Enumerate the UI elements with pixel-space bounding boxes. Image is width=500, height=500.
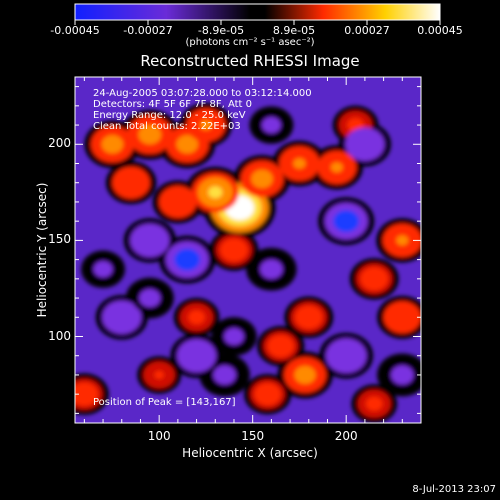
heatmap-blob [303,312,315,322]
heatmap-blob [260,259,283,279]
heatmap-blob [213,365,236,385]
heatmap-blob [262,389,273,399]
colorbar-ticks [74,20,441,25]
heatmap-blob [333,210,360,233]
heatmap-blob [353,134,377,155]
x-axis-label: Heliocentric X (arcsec) [182,446,318,460]
chart-title: Reconstructed RHESSI Image [140,52,360,70]
y-tick-label: 100 [48,328,71,343]
heatmap-blob [174,248,201,271]
info-energy: Energy Range: 12.0 - 25.0 keV [93,110,246,121]
colorbar-tick-label: 0.00045 [417,24,463,37]
colorbar [74,3,441,21]
axis-ticks [75,77,422,423]
heatmap-blob [78,389,90,399]
heatmap-blob [330,162,343,173]
heatmap-blob [228,245,240,255]
heatmap-blob [230,200,249,216]
heatmap-blob [369,399,380,409]
heatmap-blob [200,120,212,131]
heatmap-area [75,77,421,423]
heatmap-blob [350,120,361,130]
heatmap-blob [125,177,137,188]
heatmap-blob [208,186,223,199]
colorbar-tick-label: 8.9e-05 [272,24,316,37]
heatmap-blob [143,128,157,141]
timestamp-footer: 8-Jul-2013 23:07 [412,484,496,495]
colorbar-tick-label: -8.9e-05 [197,24,245,37]
heatmap-blob [191,313,202,322]
x-tick-label: 200 [334,429,358,443]
heatmap-blob [255,173,269,185]
heatmap-blob [390,365,414,385]
heatmap-blob [154,370,164,379]
heatmap-blob [293,158,306,169]
plot-frame [74,76,422,424]
heatmap-blob [93,261,113,278]
info-peak: Position of Peak = [143,167] [93,397,236,408]
heatmap-blob [138,230,162,251]
heatmap-blob [139,289,161,308]
heatmap-blob [224,328,244,345]
heatmap-blob [109,307,134,328]
colorbar-tick-label: -0.00027 [123,24,173,37]
heatmap-blob [184,345,209,366]
heatmap-blob [396,312,408,323]
colorbar-units: (photons cm⁻² s⁻¹ asec⁻²) [185,37,315,48]
heatmap-blob [180,138,194,150]
colorbar-tick-label: 0.00027 [344,24,390,37]
y-tick-label: 150 [48,232,71,247]
heatmap-blob [396,235,409,246]
heatmap-blob [368,274,380,284]
heatmap-blob [298,369,312,381]
colorbar-tick-label: -0.00045 [50,24,100,37]
heatmap-blob [172,197,184,207]
x-tick-label: 150 [241,429,265,443]
info-clean: Clean Total counts: 2.22E+03 [93,121,241,132]
info-detectors: Detectors: 4F 5F 6F 7F 8F, Att 0 [93,99,253,110]
info-time-range: 24-Aug-2005 03:07:28.000 to 03:12:14.000 [93,88,312,99]
y-axis-label: Heliocentric Y (arcsec) [35,182,49,318]
heatmap-blob [261,116,281,134]
y-tick-label: 200 [48,136,71,151]
heatmap-blob [333,345,359,367]
heatmap-blob [275,341,286,351]
x-tick-label: 100 [147,429,171,443]
heatmap-blob [105,138,119,150]
